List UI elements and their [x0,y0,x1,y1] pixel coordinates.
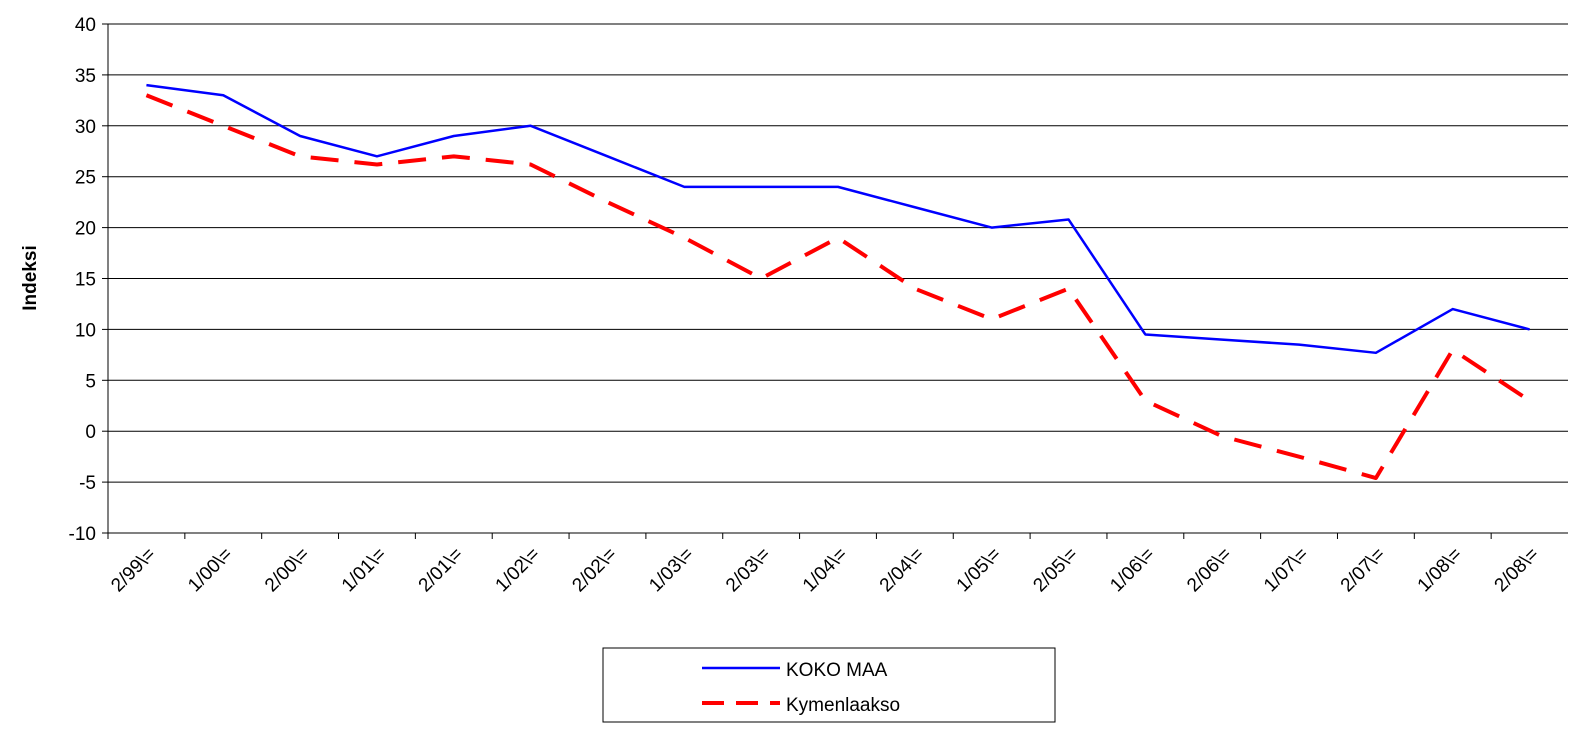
x-tick-label: 1/05\= [953,544,1006,597]
y-tick-label: 25 [75,168,96,189]
x-tick-label: 2/06\= [1183,544,1236,597]
legend-label: Kymenlaakso [786,695,900,716]
x-tick-label: 1/03\= [645,544,698,597]
x-tick-label: 2/01\= [415,544,468,597]
y-tick-label: 40 [75,15,96,36]
y-tick-label: 10 [75,320,96,341]
x-tick-label: 1/00\= [184,544,237,597]
y-tick-label: 35 [75,66,96,87]
x-tick-label: 1/08\= [1414,544,1467,597]
x-tick-label: 1/01\= [338,544,391,597]
x-tick-label: 2/03\= [722,544,775,597]
y-axis-label: Indeksi [20,245,41,310]
x-tick-label: 1/07\= [1260,544,1313,597]
x-tick-label: 1/04\= [799,544,852,597]
x-tick-label: 2/99\= [107,544,160,597]
x-tick-label: 2/05\= [1029,544,1082,597]
x-tick-label: 2/00\= [261,544,314,597]
x-tick-label: 1/06\= [1106,544,1159,597]
y-tick-label: -5 [79,473,96,494]
y-tick-label: 15 [75,270,96,291]
x-tick-label: 2/08\= [1491,544,1544,597]
x-tick-label: 2/02\= [568,544,621,597]
x-tick-label: 1/02\= [492,544,545,597]
legend-label: KOKO MAA [786,660,888,681]
x-tick-label: 2/07\= [1337,544,1390,597]
y-tick-label: 20 [75,219,96,240]
legend-box [602,647,1056,723]
y-tick-label: 0 [85,422,96,443]
y-tick-label: 5 [85,371,96,392]
x-tick-label: 2/04\= [876,544,929,597]
y-tick-label: 30 [75,117,96,138]
y-tick-label: -10 [69,524,96,545]
line-series [145,93,1531,481]
line-series [146,83,1530,355]
